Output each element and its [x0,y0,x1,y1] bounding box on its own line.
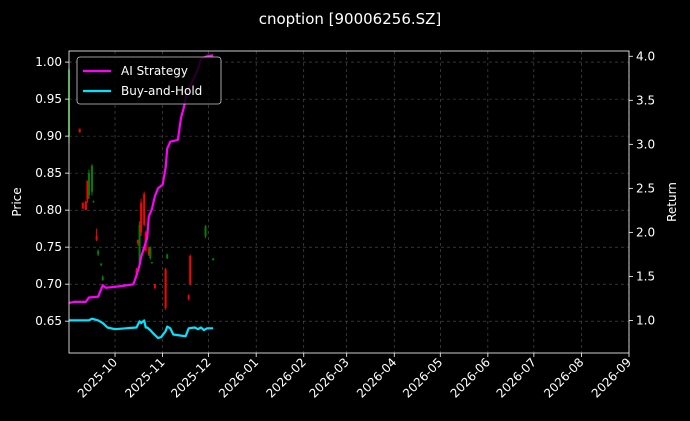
y-axis-label-left: Price [10,187,24,216]
y-tick-label-right: 1.5 [636,269,655,283]
candle-body [87,173,90,196]
candle [189,254,192,286]
candle [137,239,140,246]
y-tick-label-right: 3.0 [636,137,655,151]
y-tick-label-left: 1.00 [35,55,62,69]
candle-body [189,256,192,285]
legend-label-ai-strategy: AI Strategy [121,64,188,78]
candle [149,246,152,260]
y-tick-label-right: 1.0 [636,313,655,327]
chart-title: cnoption [90006256.SZ] [259,10,442,28]
candle-body [147,248,150,255]
y-tick-label-left: 0.80 [35,203,62,217]
candle [140,199,143,237]
candle-body [153,284,156,288]
candle [150,261,153,264]
candle-body [95,236,98,240]
legend-label-buy-and-hold: Buy-and-Hold [121,84,202,98]
candle-body [86,180,89,200]
candle [164,267,167,311]
candle [187,294,190,301]
candle [204,224,207,239]
candle-body [81,202,84,209]
candle-body [143,193,146,225]
candle-body [100,263,103,266]
candle [81,202,84,209]
y-tick-label-right: 3.5 [636,93,655,107]
y-axis-right: 1.0 1.5 2.0 2.5 3.0 3.5 4.0 [629,49,655,327]
candle-body [212,258,215,261]
legend-box [76,56,222,105]
y-axis-left: 0.65 0.70 0.75 0.80 0.85 0.90 0.95 1.00 [35,55,69,328]
candle [143,191,146,227]
candle [97,249,100,257]
candle [100,263,103,266]
candle-body [137,239,140,244]
candle-body [92,201,95,203]
candle-body [84,201,87,211]
y-tick-label-left: 0.65 [35,314,62,328]
candle [147,247,150,257]
candle-body [97,250,100,255]
y-tick-label-left: 0.90 [35,129,62,143]
candle-body [101,276,104,281]
candle-body [91,165,94,192]
buy-and-hold-line [69,317,214,340]
candle [84,201,87,211]
y-tick-label-right: 2.5 [636,181,655,195]
candle [87,169,90,200]
candle [212,258,215,261]
candle-body [187,295,190,299]
candle [86,180,89,203]
y-axis-label-right: Return [665,182,679,222]
legend: AI Strategy Buy-and-Hold [76,56,222,105]
candle [95,228,98,242]
y-tick-label-left: 0.95 [35,92,62,106]
y-tick-label-right: 2.0 [636,225,655,239]
candle [101,275,104,281]
candle-body [166,254,169,259]
y-tick-label-right: 4.0 [636,49,655,63]
candle-body [149,247,152,259]
candle [78,128,81,133]
y-tick-label-left: 0.85 [35,166,62,180]
candle [92,200,95,203]
y-tick-label-left: 0.70 [35,277,62,291]
candle [138,221,141,266]
candle-body [78,128,81,133]
candle-body [164,269,167,308]
candle [91,164,94,196]
plot-frame [68,50,630,354]
candle [153,284,156,290]
candle-body [150,261,153,264]
y-tick-label-left: 0.75 [35,240,62,254]
candle-body [204,226,207,237]
candle [166,253,169,259]
candle-body [140,202,143,233]
candle-body [138,224,141,262]
